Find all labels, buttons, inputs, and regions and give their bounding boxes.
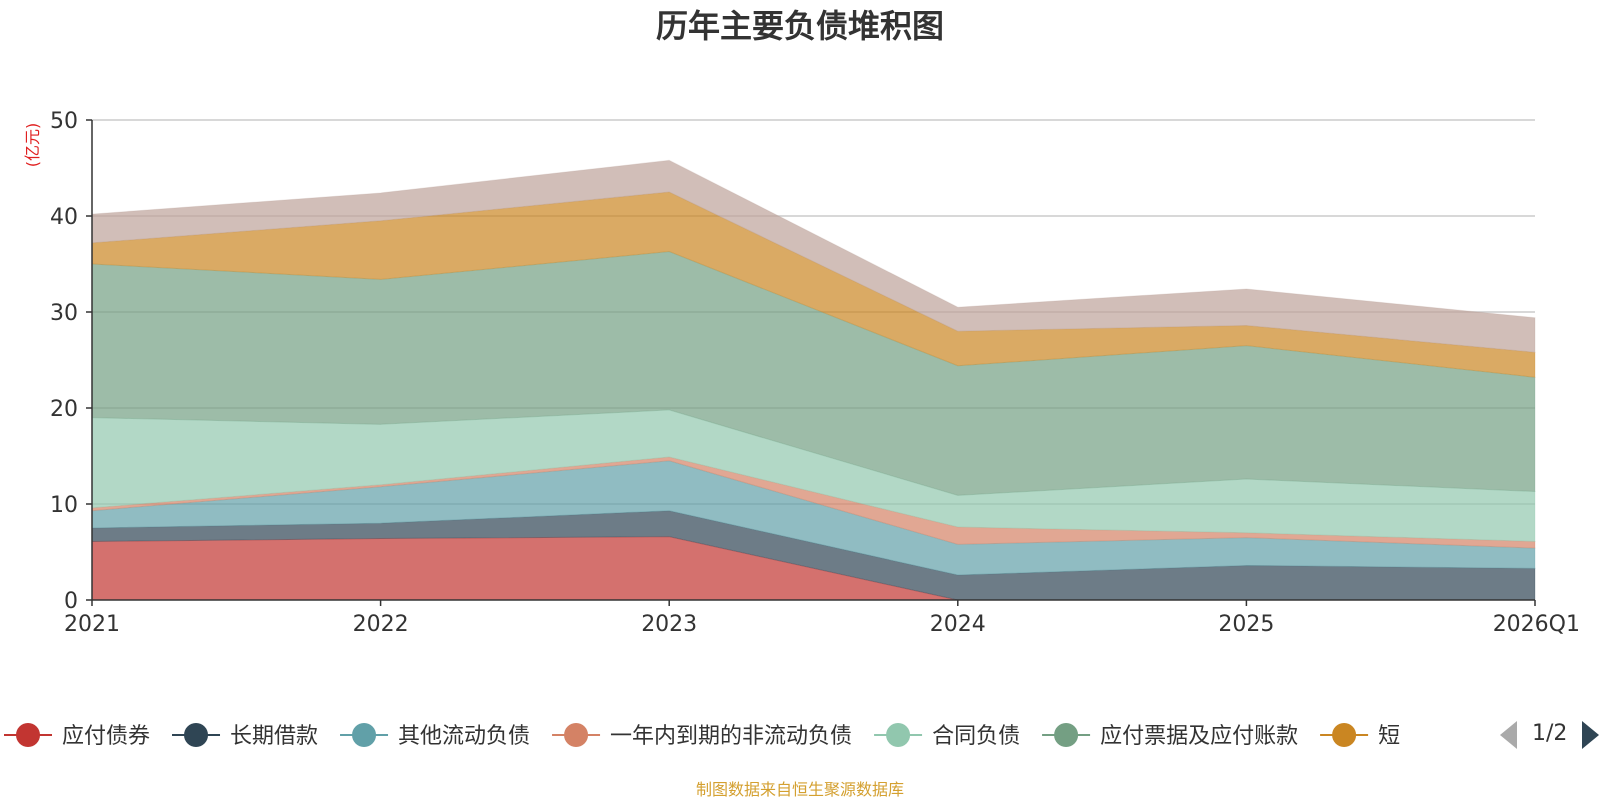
legend-marker-icon (352, 723, 377, 747)
y-tick-label: 50 (50, 109, 78, 134)
legend-item[interactable]: 应付票据及应付账款 (1042, 723, 1298, 749)
legend-item[interactable]: 其他流动负债 (340, 723, 530, 749)
y-tick-label: 10 (50, 493, 78, 518)
chart-title: 历年主要负债堆积图 (656, 7, 944, 45)
x-tick-label: 2023 (641, 612, 697, 637)
legend-item[interactable]: 应付债券 (4, 723, 150, 749)
legend-marker-icon (886, 723, 911, 747)
x-tick-label: 2022 (353, 612, 409, 637)
legend-pager: 1/2 (1500, 721, 1599, 749)
x-tick-label: 2025 (1218, 612, 1274, 637)
legend-label: 合同负债 (932, 724, 1020, 749)
legend-marker-icon (1332, 723, 1357, 747)
legend-marker-icon (564, 723, 589, 747)
x-tick-label: 2026Q1 (1493, 612, 1580, 637)
legend-label: 一年内到期的非流动负债 (610, 724, 852, 749)
area-series (91, 159, 1536, 353)
legend-label: 长期借款 (230, 724, 318, 749)
series-areas (91, 159, 1536, 601)
source-note: 制图数据来自恒生聚源数据库 (696, 780, 904, 799)
legend-item[interactable]: 一年内到期的非流动负债 (552, 723, 852, 749)
legend-item[interactable]: 合同负债 (874, 723, 1020, 749)
y-tick-label: 30 (50, 301, 78, 326)
legend-label: 其他流动负债 (398, 724, 530, 749)
legend-page-indicator: 1/2 (1532, 721, 1567, 746)
legend-marker-icon (1054, 723, 1079, 747)
legend-marker-icon (16, 723, 40, 747)
x-tick-label: 2021 (64, 612, 120, 637)
legend-label: 应付票据及应付账款 (1100, 724, 1298, 749)
x-tick-label: 2024 (930, 612, 986, 637)
legend: 应付债券 长期借款 其他流动负债 一年内到期的非流动负债 合同负债 应付票据及应付账款 短 (4, 723, 1400, 749)
legend-label: 短 (1378, 724, 1400, 749)
legend-item[interactable]: 长期借款 (172, 723, 318, 749)
y-tick-label: 40 (50, 205, 78, 230)
legend-item[interactable]: 短 (1320, 723, 1400, 749)
legend-label: 应付债券 (62, 724, 150, 749)
y-axis-label: (亿元) (23, 123, 42, 168)
axes: 0 10 20 30 40 50 2021 2022 2023 2024 2025 2026Q1 (50, 109, 1580, 637)
legend-next-page-icon[interactable] (1582, 721, 1599, 749)
y-tick-label: 0 (64, 589, 78, 614)
legend-marker-icon (184, 723, 209, 747)
legend-prev-page-icon[interactable] (1500, 721, 1517, 749)
y-tick-label: 20 (50, 397, 78, 422)
